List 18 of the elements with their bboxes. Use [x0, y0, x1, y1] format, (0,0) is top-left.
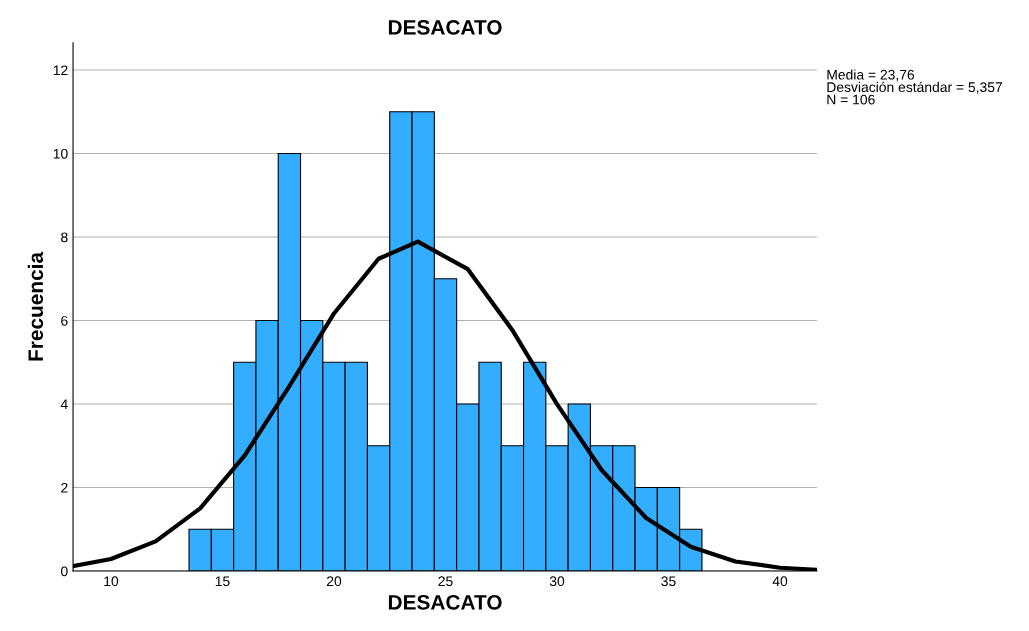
y-tick-label: 2 — [61, 482, 68, 493]
y-tick-label: 12 — [53, 65, 68, 76]
x-tick-label: 30 — [549, 576, 565, 587]
x-tick-label: 10 — [104, 576, 119, 587]
x-tick-label: 15 — [215, 576, 230, 587]
x-tick-label: 35 — [661, 576, 676, 587]
y-axis-title: Frecuencia — [27, 251, 44, 361]
chart-title: DESACATO — [388, 20, 502, 35]
x-axis-title: DESACATO — [388, 594, 502, 610]
x-tick-label: 40 — [772, 576, 788, 587]
x-tick-label: 25 — [438, 576, 453, 587]
y-tick-label: 8 — [61, 232, 68, 243]
y-tick-label: 10 — [53, 148, 68, 159]
y-tick-label: 0 — [61, 566, 68, 577]
text: Media = 23,76 Desviación estándar = 5,357 N = 106 — [827, 69, 1003, 105]
y-tick-label: 6 — [61, 315, 68, 326]
x-tick-label: 20 — [326, 576, 342, 587]
y-tick-label: 4 — [60, 399, 68, 410]
